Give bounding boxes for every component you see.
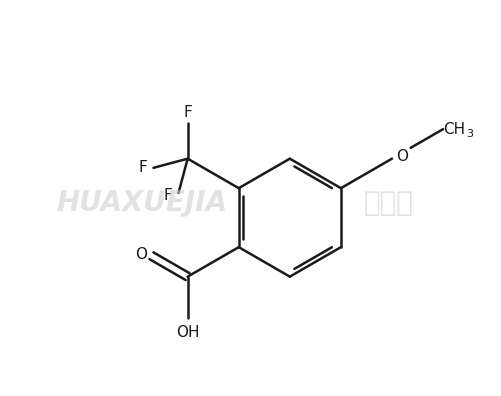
Text: O: O [135,247,147,262]
Text: O: O [396,149,408,164]
Text: F: F [163,188,172,203]
Text: 3: 3 [466,129,473,139]
Text: CH: CH [443,122,465,137]
Text: F: F [138,160,147,175]
Text: HUAXUEJIA: HUAXUEJIA [57,189,228,217]
Text: 化学加: 化学加 [363,189,413,217]
Text: OH: OH [176,325,199,340]
Text: F: F [183,105,192,120]
